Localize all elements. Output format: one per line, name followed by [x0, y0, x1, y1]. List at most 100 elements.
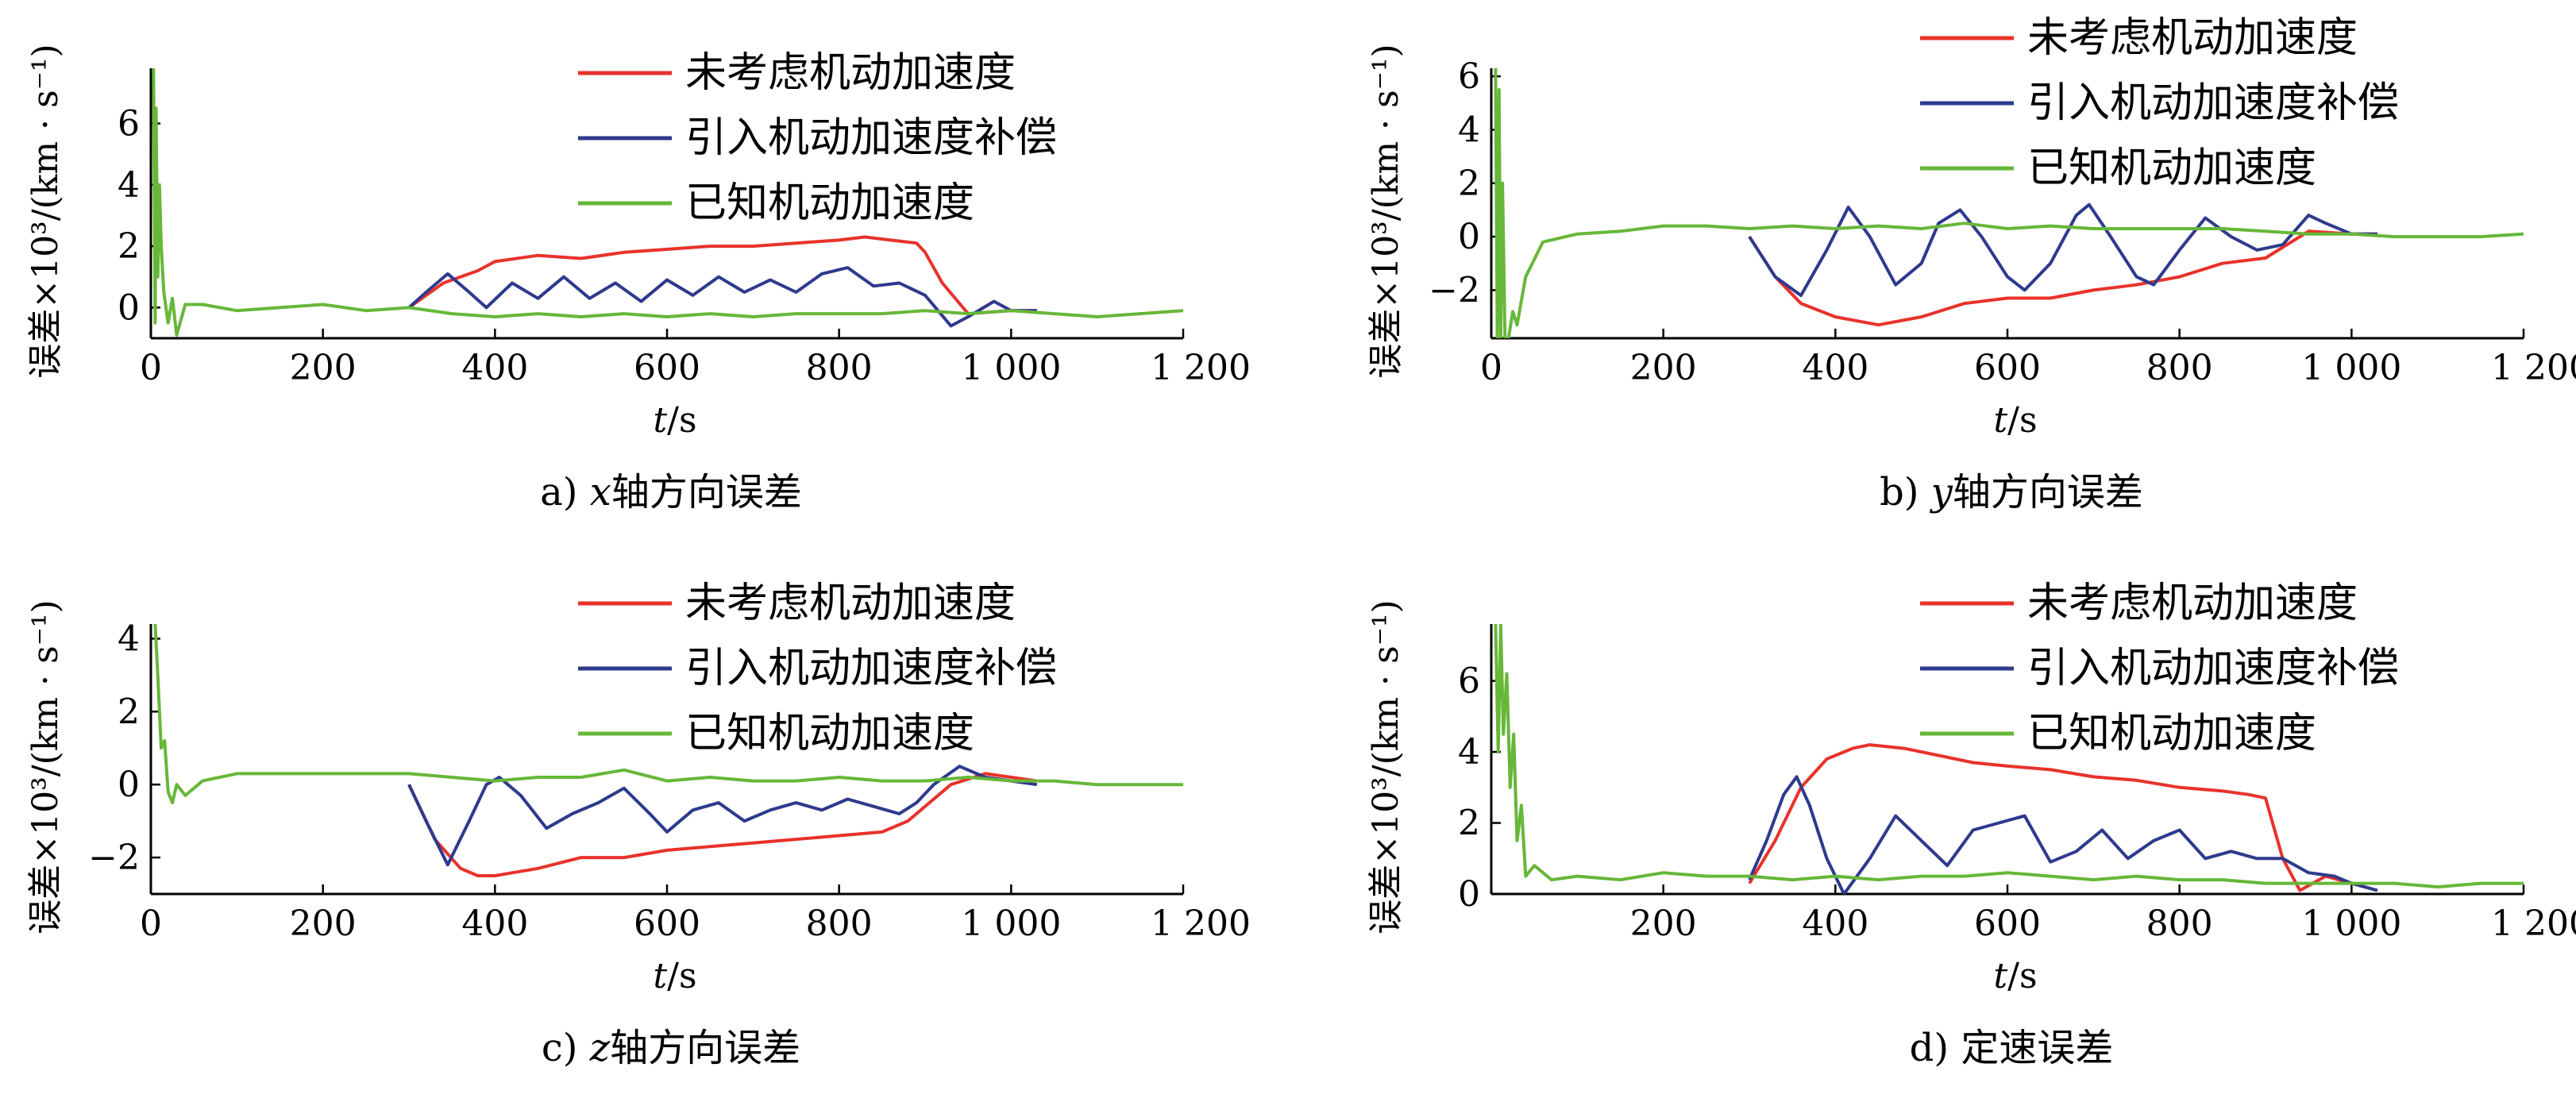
legend-label-3: 已知机动加速度 [685, 710, 974, 757]
panel-caption-var: x [590, 470, 611, 514]
legend-label-1: 未考虑机动加速度 [685, 49, 1016, 97]
x-tick-label: 400 [461, 904, 528, 944]
x-tick-label: 600 [1974, 348, 2041, 388]
panel-caption-text: 轴方向误差 [1953, 470, 2143, 514]
y-tick-label: −2 [1429, 270, 1480, 310]
x-axis-label: t/s [1993, 956, 2037, 996]
x-axis-label: t/s [653, 400, 696, 441]
y-tick-label: −2 [88, 838, 140, 878]
y-tick-label: 4 [118, 165, 140, 206]
y-axis-label: 误差×10³/(km · s⁻¹) [1366, 599, 1406, 934]
legend-label-3: 已知机动加速度 [685, 179, 974, 227]
legend-label-2: 引入机动加速度补偿 [2027, 79, 2399, 127]
x-tick-label: 1 000 [961, 348, 1061, 388]
x-tick-label: 200 [1630, 348, 1697, 388]
y-tick-label: 0 [118, 765, 140, 805]
x-axis-label-var: t [1993, 400, 2007, 441]
panel-caption-prefix: b) [1880, 470, 1931, 514]
y-tick-label: 4 [118, 618, 140, 659]
x-tick-label: 800 [2146, 348, 2213, 388]
x-tick-label: 1 000 [961, 904, 1061, 944]
x-tick-label: 800 [806, 904, 873, 944]
panel-caption-var: y [1930, 470, 1953, 514]
panel-caption: b) y轴方向误差 [1880, 470, 2143, 514]
x-tick-label: 800 [2146, 904, 2213, 944]
series-line-1 [407, 772, 1038, 877]
series-line-2 [1748, 202, 2377, 298]
x-tick-label: 1 200 [1151, 904, 1251, 944]
chart-panel-4: 200 400 600 800 1 000 1 200 0 2 4 6 误差×10³/(km · s… [1366, 580, 2576, 1070]
x-tick-label: 400 [1802, 904, 1868, 944]
series-line-1 [407, 235, 1037, 316]
panel-caption-prefix: a) [540, 470, 590, 514]
x-axis-label-unit: /s [2007, 400, 2037, 441]
x-axis-label-var: t [1993, 956, 2007, 996]
x-axis-label-var: t [653, 956, 667, 996]
x-tick-label: 600 [634, 904, 700, 944]
y-tick-label: 2 [118, 692, 140, 732]
legend-label-1: 未考虑机动加速度 [685, 580, 1016, 627]
legend-label-2: 引入机动加速度补偿 [2027, 645, 2399, 692]
x-tick-label: 1 000 [2301, 348, 2401, 388]
x-axis-label-unit: /s [667, 400, 696, 441]
y-tick-label: 0 [1458, 874, 1480, 915]
x-tick-label: 200 [1630, 904, 1697, 944]
panel-caption: a) x轴方向误差 [540, 470, 802, 514]
x-tick-label: 0 [140, 348, 162, 388]
panel-caption: c) z轴方向误差 [542, 1026, 800, 1070]
x-axis-label-var: t [653, 400, 667, 441]
legend-label-1: 未考虑机动加速度 [2027, 14, 2358, 62]
x-tick-label: 800 [806, 348, 873, 388]
y-tick-label: 4 [1458, 732, 1480, 773]
y-axis-label: 误差×10³/(km · s⁻¹) [1366, 44, 1406, 378]
x-tick-label: 200 [290, 348, 357, 388]
x-tick-label: 600 [1974, 904, 2041, 944]
panel-caption-var: z [589, 1026, 611, 1070]
panel-caption-text: 轴方向误差 [611, 470, 802, 514]
legend-label-2: 引入机动加速度补偿 [685, 645, 1057, 692]
legend-label-2: 引入机动加速度补偿 [685, 114, 1057, 162]
x-tick-label: 1 200 [2491, 348, 2576, 388]
series-line-1 [1748, 743, 2378, 892]
x-axis-label: t/s [653, 956, 696, 996]
series-group [1494, 624, 2524, 894]
y-tick-label: 4 [1458, 110, 1480, 150]
x-axis-label-unit: /s [2007, 956, 2037, 996]
x-tick-label: 600 [634, 348, 700, 388]
x-tick-label: 400 [461, 348, 528, 388]
panel-caption-text: 轴方向误差 [610, 1026, 800, 1070]
x-axis-label: t/s [1993, 400, 2037, 441]
y-tick-label: 6 [1458, 661, 1480, 702]
legend-label-3: 已知机动加速度 [2027, 144, 2316, 192]
series-line-3 [1494, 68, 2524, 338]
y-tick-label: 0 [1458, 217, 1480, 257]
chart-panel-1: 0 200 400 600 800 1 000 1 200 0 2 4 6 误差×10³/(km · … [25, 44, 1251, 514]
y-tick-label: 6 [1458, 56, 1480, 97]
x-tick-label: 0 [140, 904, 162, 944]
panel-caption: d) 定速误差 [1910, 1026, 2114, 1070]
series-line-2 [1748, 775, 2378, 894]
series-line-3 [152, 68, 1183, 337]
y-tick-label: 2 [1458, 164, 1480, 204]
series-group [1494, 68, 2524, 338]
y-tick-label: 0 [118, 287, 140, 328]
x-tick-label: 400 [1802, 348, 1868, 388]
x-tick-label: 200 [290, 904, 357, 944]
y-tick-label: 6 [118, 104, 140, 144]
legend-label-3: 已知机动加速度 [2027, 710, 2316, 757]
series-group [152, 68, 1183, 337]
x-tick-label: 1 000 [2301, 904, 2401, 944]
y-tick-label: 2 [1458, 803, 1480, 844]
x-tick-label: 0 [1480, 348, 1502, 388]
series-line-3 [153, 624, 1183, 805]
series-line-3 [1494, 624, 2524, 889]
series-group [153, 624, 1183, 877]
series-line-2 [407, 266, 1037, 328]
